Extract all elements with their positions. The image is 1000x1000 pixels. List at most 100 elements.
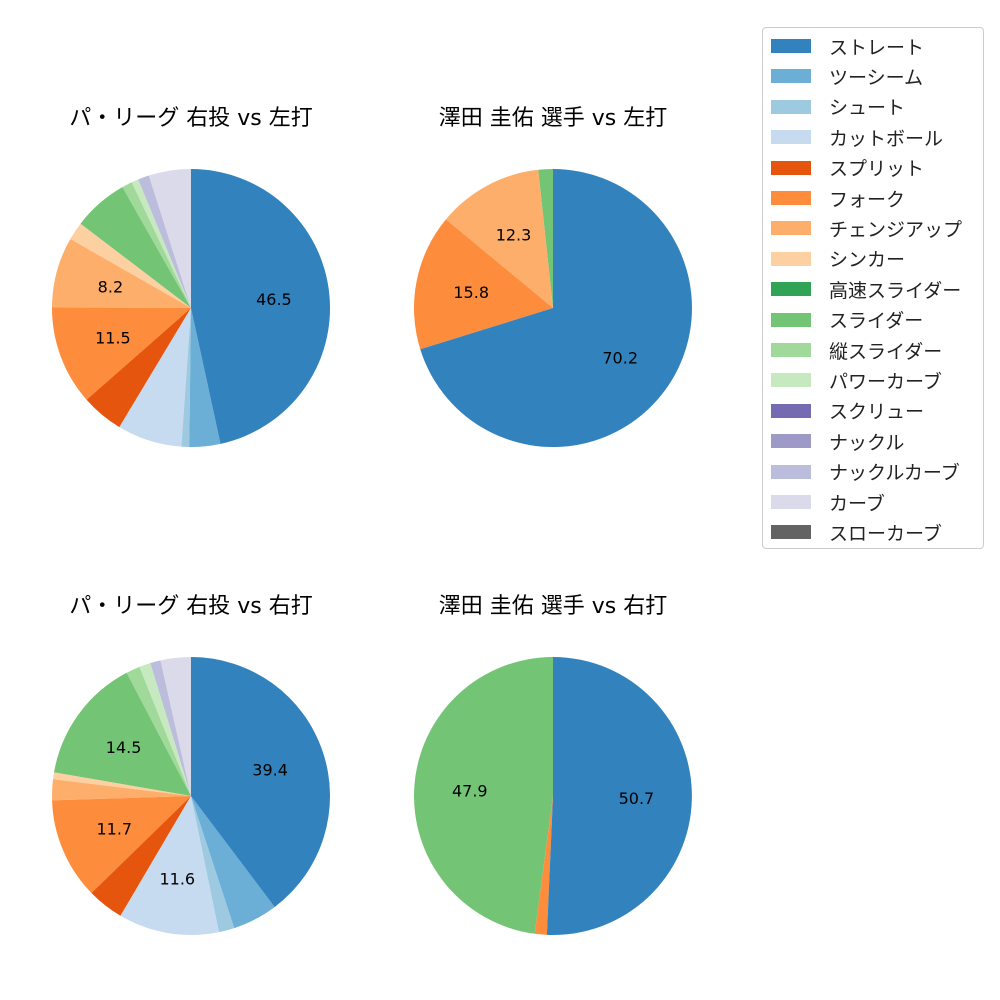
- chart-title: 澤田 圭佑 選手 vs 左打: [439, 106, 667, 131]
- legend-item: ナックル: [771, 426, 904, 456]
- legend-label: ストレート: [829, 36, 925, 59]
- legend-swatch: [771, 39, 811, 53]
- legend-item: フォーク: [771, 183, 905, 213]
- legend-swatch: [771, 373, 811, 388]
- legend-label: スライダー: [829, 310, 924, 333]
- legend-swatch: [771, 434, 811, 449]
- legend-label: ナックル: [829, 431, 905, 454]
- legend-swatch: [771, 464, 811, 479]
- legend-label: カットボール: [829, 127, 944, 150]
- pie-chart-sawada-vs-right-batter: 澤田 圭佑 選手 vs 右打 50.7 47.9: [414, 594, 692, 935]
- pie-slice-15: [160, 657, 191, 796]
- pie-slice-1: [191, 796, 275, 929]
- legend-item: パワーカーブ: [771, 365, 942, 395]
- slice-label: 47.9: [452, 782, 488, 801]
- pie-slice-9: [54, 672, 191, 796]
- slice-label: 8.2: [98, 278, 123, 297]
- pie-slice-14: [138, 175, 191, 308]
- legend-item: スプリット: [771, 153, 924, 183]
- legend-item: カーブ: [771, 487, 885, 517]
- legend-item: カットボール: [771, 122, 943, 152]
- legend-item: スクリュー: [771, 396, 924, 426]
- slice-label: 12.3: [496, 226, 532, 245]
- pie-slice-0: [546, 657, 692, 935]
- pie-chart-right-pitcher-vs-right-batter: パ・リーグ 右投 vs 右打 39.4 11.6 11.7 14.5: [52, 594, 331, 935]
- pie-slice-1: [189, 308, 221, 448]
- legend-item: シュート: [771, 92, 905, 122]
- slice-label: 11.5: [95, 328, 131, 347]
- slice-label: 39.4: [252, 761, 288, 780]
- pie-slice-14: [150, 660, 191, 796]
- legend-label: フォーク: [829, 188, 906, 211]
- pie-slice-7: [53, 772, 192, 796]
- slice-label: 46.5: [256, 290, 292, 309]
- pie-slice-11: [139, 663, 191, 796]
- legend-label: シンカー: [829, 249, 906, 272]
- pie-slice-4: [91, 796, 191, 916]
- legend-item: ツーシーム: [771, 61, 923, 91]
- pie-slice-3: [120, 796, 219, 935]
- legend-swatch: [771, 99, 811, 114]
- legend-swatch: [771, 130, 811, 145]
- chart-title: パ・リーグ 右投 vs 右打: [69, 594, 312, 619]
- pie-slice-5: [413, 219, 553, 350]
- pie-slice-5: [52, 796, 191, 894]
- legend-item: チェンジアップ: [771, 213, 962, 243]
- pie-slice-15: [148, 169, 191, 308]
- pie-slice-0: [191, 169, 331, 444]
- chart-title: 澤田 圭佑 選手 vs 右打: [439, 594, 667, 619]
- legend-item: ナックルカーブ: [771, 457, 960, 487]
- pie-slice-7: [70, 223, 191, 308]
- legend-swatch: [771, 282, 811, 297]
- slice-label: 50.7: [619, 789, 655, 808]
- legend-item: スライダー: [771, 305, 923, 335]
- pie-slice-9: [80, 187, 191, 308]
- pie-slice-5: [534, 796, 553, 935]
- legend-swatch: [771, 495, 811, 509]
- pie-slice-11: [131, 179, 191, 308]
- pie-slice-9: [538, 169, 553, 308]
- legend-label: ナックルカーブ: [829, 462, 960, 485]
- legend: ストレートツーシームシュートカットボール スプリットフォークチェンジアップ シンカー…: [762, 27, 984, 549]
- pie-slice-6: [52, 239, 191, 308]
- pie-slice-0: [420, 169, 692, 447]
- pie-slice-5: [51, 307, 191, 400]
- pie-slice-9: [414, 657, 553, 934]
- legend-item: シンカー: [771, 244, 905, 274]
- pie-chart-right-pitcher-vs-left-batter: パ・リーグ 右投 vs 左打 46.5 11.5 8.2: [51, 106, 331, 448]
- slice-label: 70.2: [602, 348, 638, 367]
- pie-slice-4: [86, 308, 191, 428]
- pie-slice-10: [122, 182, 191, 308]
- legend-item: 縦スライダー: [771, 335, 942, 365]
- slice-label: 11.7: [96, 820, 132, 839]
- legend-label: ツーシーム: [829, 66, 924, 89]
- chart-title: パ・リーグ 右投 vs 左打: [69, 106, 312, 131]
- legend-item: ストレート: [771, 31, 924, 61]
- legend-label: 縦スライダー: [829, 340, 943, 363]
- legend-label: スプリット: [829, 158, 925, 181]
- slice-label: 14.5: [106, 738, 142, 757]
- legend-swatch: [771, 312, 811, 327]
- pie-slice-0: [191, 657, 331, 907]
- pie-slice-2: [181, 308, 191, 447]
- legend-swatch: [771, 251, 811, 266]
- legend-label: シュート: [829, 97, 906, 120]
- pie-chart-sawada-vs-left-batter: 澤田 圭佑 選手 vs 左打 70.2 15.8 12.3: [413, 106, 692, 447]
- legend-swatch: [771, 69, 811, 84]
- slice-label: 15.8: [453, 283, 489, 302]
- legend-label: チェンジアップ: [829, 218, 963, 241]
- legend-swatch: [771, 191, 811, 205]
- legend-item: スローカーブ: [771, 517, 942, 547]
- pie-slice-2: [191, 796, 235, 933]
- pie-slice-10: [126, 666, 191, 796]
- pie-slice-3: [119, 308, 191, 447]
- legend-swatch: [771, 160, 811, 175]
- legend-swatch: [771, 343, 811, 357]
- legend-label: パワーカーブ: [829, 370, 942, 393]
- legend-swatch: [771, 221, 811, 236]
- legend-swatch: [771, 403, 811, 418]
- legend-swatch: [771, 525, 811, 540]
- legend-label: カーブ: [829, 492, 885, 515]
- slice-label: 11.6: [159, 869, 195, 888]
